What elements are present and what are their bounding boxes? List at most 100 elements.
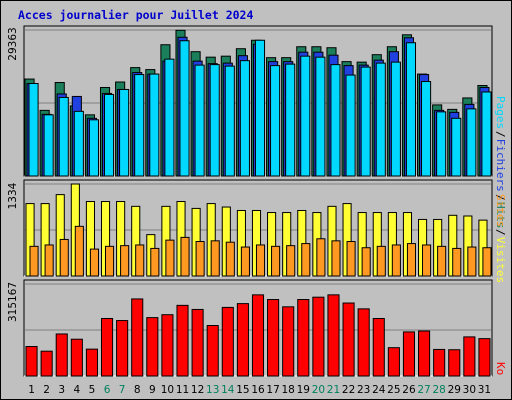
day-label-5: 5 (89, 384, 96, 396)
day-label-31: 31 (478, 384, 491, 396)
kb-bar-28 (433, 348, 446, 377)
hits-bar-pages-22 (345, 74, 356, 177)
hits-bar-pages-6 (103, 93, 115, 177)
day-label-21: 21 (327, 384, 340, 396)
day-label-24: 24 (372, 384, 386, 396)
hits-bar-pages-16 (254, 39, 266, 177)
day-label-2: 2 (43, 384, 50, 396)
visits-bar-sites-8 (135, 244, 145, 277)
hits-bar-pages-17 (270, 65, 281, 177)
visits-bar-sites-5 (89, 248, 99, 277)
visits-bar-sites-4 (74, 225, 84, 277)
day-label-15: 15 (236, 384, 249, 396)
visits-bar-sites-19 (301, 243, 311, 277)
day-label-27: 27 (417, 384, 430, 396)
visits-bar-sites-3 (59, 238, 69, 277)
hits-bar-pages-3 (58, 96, 69, 177)
day-label-16: 16 (251, 384, 265, 396)
hits-bar-pages-23 (360, 66, 371, 177)
visits-bar-sites-14 (225, 241, 235, 277)
visits-bar-sites-7 (120, 245, 130, 277)
kb-bar-13 (206, 324, 219, 377)
kb-bar-10 (161, 314, 174, 377)
day-label-23: 23 (357, 384, 370, 396)
visits-bar-sites-28 (437, 245, 447, 277)
hits-bar-pages-24 (375, 62, 386, 177)
kb-bar-23 (357, 308, 370, 377)
day-label-17: 17 (266, 384, 279, 396)
visits-bar-sites-24 (376, 245, 386, 277)
day-label-25: 25 (387, 384, 400, 396)
kb-bar-24 (372, 317, 385, 377)
hits-bar-pages-20 (315, 56, 326, 177)
hits-bar-pages-1 (28, 83, 39, 177)
day-label-12: 12 (191, 384, 204, 396)
kb-legend-0: Ko (494, 362, 507, 375)
hits-bar-pages-13 (209, 64, 220, 177)
visits-bar-sites-12 (195, 241, 205, 277)
hits-bar-pages-4 (73, 110, 84, 177)
day-label-10: 10 (161, 384, 174, 396)
hits-bar-pages-19 (300, 55, 311, 177)
kb-bar-22 (342, 302, 355, 377)
hits-legend-1: / (494, 131, 507, 138)
day-label-22: 22 (342, 384, 355, 396)
day-label-13: 13 (206, 384, 219, 396)
hits-bar-pages-15 (239, 60, 250, 177)
day-label-7: 7 (119, 384, 126, 396)
day-label-30: 30 (463, 384, 476, 396)
kb-bar-18 (282, 306, 295, 377)
kb-bar-15 (236, 303, 249, 377)
visits-bar-sites-2 (44, 244, 54, 277)
visits-bar-sites-11 (180, 236, 190, 277)
hits-legend-0: Pages (494, 96, 507, 129)
kb-bar-25 (387, 347, 400, 377)
visits-bar-sites-15 (240, 246, 250, 277)
kb-bar-11 (176, 304, 189, 377)
hits-bar-pages-18 (285, 63, 296, 177)
hits-legend-2: Fichiers (494, 139, 507, 192)
chart-title: Acces journalier pour Juillet 2024 (18, 8, 254, 22)
day-label-9: 9 (149, 384, 156, 396)
kb-bar-7 (116, 320, 129, 377)
kb-bar-5 (85, 348, 98, 377)
kb-ymax-label: 315167 (7, 282, 19, 322)
kb-bar-30 (463, 336, 476, 377)
visits-bar-sites-26 (406, 243, 417, 277)
kb-bar-17 (267, 299, 280, 377)
day-label-19: 19 (297, 384, 310, 396)
visits-bar-sites-23 (361, 247, 371, 277)
visits-bar-sites-10 (165, 239, 175, 277)
visits-bar-sites-16 (255, 244, 266, 277)
kb-bar-31 (478, 338, 491, 377)
day-label-14: 14 (221, 384, 235, 396)
day-label-1: 1 (28, 384, 35, 396)
kb-bar-16 (251, 294, 265, 377)
kb-bar-2 (40, 350, 53, 377)
kb-bar-19 (297, 299, 310, 377)
day-label-3: 3 (58, 384, 65, 396)
hits-bar-pages-26 (405, 42, 417, 177)
visits-legend-1: / (494, 229, 507, 236)
hits-bar-pages-12 (194, 64, 205, 177)
hits-bar-pages-5 (88, 119, 99, 177)
hits-bar-pages-21 (330, 64, 341, 177)
hits-legend-4: Hits (494, 202, 507, 229)
visits-bar-sites-27 (422, 244, 432, 277)
visits-bar-sites-31 (482, 247, 492, 277)
hits-legend-3: / (494, 194, 507, 201)
hits-bar-pages-9 (149, 73, 160, 177)
kb-bar-6 (100, 317, 114, 377)
kb-bar-4 (70, 338, 83, 377)
hits-bar-pages-7 (119, 88, 130, 177)
day-label-26: 26 (402, 384, 416, 396)
hits-bar-pages-30 (466, 108, 477, 177)
kb-bar-3 (55, 333, 68, 377)
visits-bar-sites-22 (346, 241, 356, 277)
visits-bar-sites-18 (286, 245, 296, 277)
day-label-29: 29 (448, 384, 461, 396)
kb-bar-27 (418, 330, 431, 377)
hits-ymax-label: 29363 (7, 27, 19, 60)
kb-bar-1 (25, 346, 38, 377)
hits-bar-pages-2 (43, 114, 54, 177)
